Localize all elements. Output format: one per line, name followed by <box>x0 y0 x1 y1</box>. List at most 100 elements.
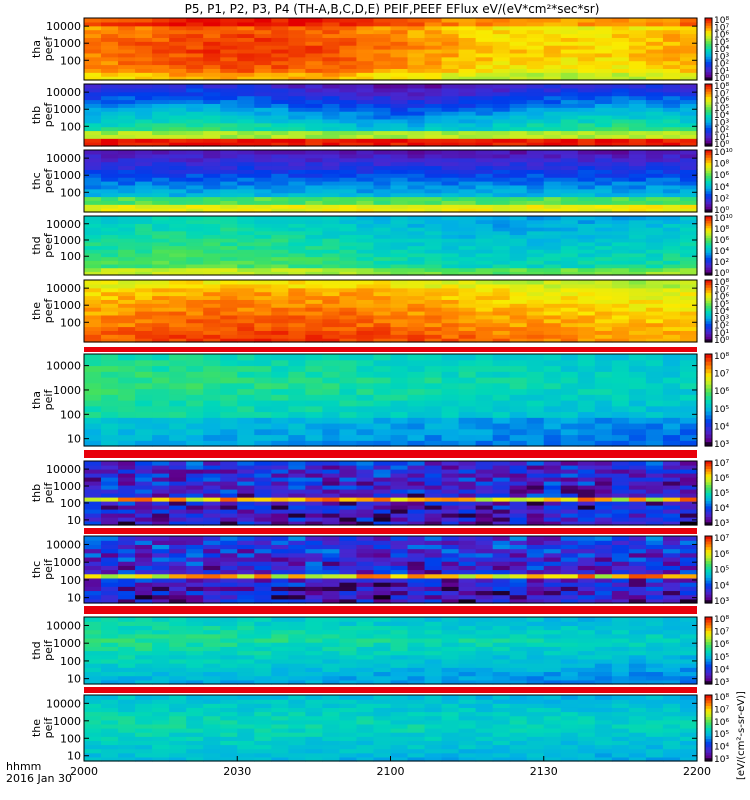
heatmap-cell <box>543 586 562 592</box>
heatmap-cell <box>475 91 494 97</box>
heatmap-cell <box>237 33 255 38</box>
heatmap-cell <box>475 87 494 93</box>
heatmap-cell <box>611 326 630 331</box>
heatmap-cell <box>662 245 681 250</box>
heatmap-cell <box>577 271 596 276</box>
heatmap-cell <box>271 138 289 143</box>
heatmap-cell <box>509 359 528 367</box>
heatmap-cell <box>407 307 426 312</box>
heatmap-cell <box>390 271 409 276</box>
heatmap-cell <box>237 322 255 328</box>
heatmap-cell <box>526 371 545 378</box>
heatmap-cell <box>628 271 647 276</box>
heatmap-cell <box>186 382 204 390</box>
heatmap-cell <box>424 434 443 441</box>
heatmap-cell <box>135 33 153 38</box>
heatmap-cell <box>679 318 698 324</box>
heatmap-cell <box>288 318 306 324</box>
colorbar-tick-label: 10⁴ <box>714 183 729 193</box>
heatmap-cell <box>373 103 392 108</box>
heatmap-cell <box>356 204 375 209</box>
heatmap-cell <box>390 150 409 155</box>
heatmap-cell <box>407 598 426 604</box>
heatmap-cell <box>475 45 494 50</box>
heatmap-cell <box>288 126 306 132</box>
heatmap-cell <box>543 338 562 343</box>
heatmap-cell <box>373 161 392 167</box>
heatmap-cell <box>237 540 255 545</box>
heatmap-cell <box>424 52 443 58</box>
heatmap-cell <box>645 227 664 232</box>
heatmap-cell <box>611 271 630 276</box>
heatmap-cell <box>339 338 358 343</box>
heatmap-cell <box>373 497 392 502</box>
heatmap-cell <box>628 582 647 587</box>
heatmap-cell <box>458 561 477 566</box>
heatmap-cell <box>203 33 221 38</box>
heatmap-cell <box>509 517 528 522</box>
heatmap-cell <box>458 118 477 124</box>
heatmap-cell <box>628 334 647 339</box>
heatmap-cell <box>662 540 681 545</box>
heatmap-cell <box>560 49 579 54</box>
heatmap-cell <box>509 287 528 293</box>
heatmap-cell <box>662 569 681 575</box>
heatmap-cell <box>458 122 477 128</box>
heatmap-cell <box>441 76 460 81</box>
heatmap-cell <box>203 569 221 575</box>
heatmap-cell <box>424 200 443 205</box>
heatmap-cell <box>492 208 511 213</box>
heatmap-cell <box>407 134 426 139</box>
heatmap-cell <box>458 260 477 265</box>
heatmap-cell <box>509 25 528 31</box>
heatmap-cell <box>390 245 409 250</box>
heatmap-cell <box>611 25 630 31</box>
heatmap-cell <box>441 33 460 38</box>
heatmap-cell <box>441 371 460 378</box>
heatmap-cell <box>526 227 545 232</box>
heatmap-cell <box>441 465 460 470</box>
heatmap-cell <box>254 118 272 124</box>
heatmap-cell <box>322 291 341 297</box>
heatmap-cell <box>84 303 102 308</box>
heatmap-cell <box>288 238 306 243</box>
heatmap-cell <box>203 103 221 108</box>
heatmap-cell <box>356 473 375 478</box>
heatmap-cell <box>152 540 170 545</box>
heatmap-cell <box>390 227 409 232</box>
heatmap-cell <box>305 252 323 258</box>
heatmap-cell <box>101 577 119 583</box>
heatmap-cell <box>543 130 562 135</box>
heatmap-cell <box>169 465 187 470</box>
heatmap-cell <box>373 291 392 297</box>
heatmap-cell <box>679 196 698 201</box>
heatmap-cell <box>237 501 255 506</box>
heatmap-cell <box>628 41 647 46</box>
heatmap-cell <box>492 440 511 447</box>
heatmap-cell <box>339 49 358 54</box>
heatmap-cell <box>594 477 613 482</box>
colorbar-swatch <box>705 566 712 571</box>
heatmap-cell <box>84 72 102 77</box>
heatmap-cell <box>662 263 681 269</box>
heatmap-cell <box>101 561 119 566</box>
heatmap-cell <box>662 161 681 167</box>
heatmap-cell <box>152 481 170 486</box>
heatmap-cell <box>135 118 153 124</box>
heatmap-cell <box>186 311 204 316</box>
heatmap-cell <box>84 314 102 320</box>
y-tick-label: 1000 <box>53 299 81 312</box>
heatmap-cell <box>662 150 681 155</box>
heatmap-cell <box>628 493 647 498</box>
heatmap-cell <box>152 192 170 198</box>
heatmap-cell <box>645 481 664 486</box>
heatmap-cell <box>662 371 681 378</box>
heatmap-cell <box>441 84 460 89</box>
heatmap-cell <box>203 249 221 254</box>
heatmap-cell <box>373 428 392 436</box>
heatmap-cell <box>254 371 272 378</box>
colorbar-swatch <box>705 430 712 436</box>
heatmap-cell <box>84 271 102 276</box>
heatmap-cell <box>560 590 579 596</box>
heatmap-cell <box>101 126 119 132</box>
